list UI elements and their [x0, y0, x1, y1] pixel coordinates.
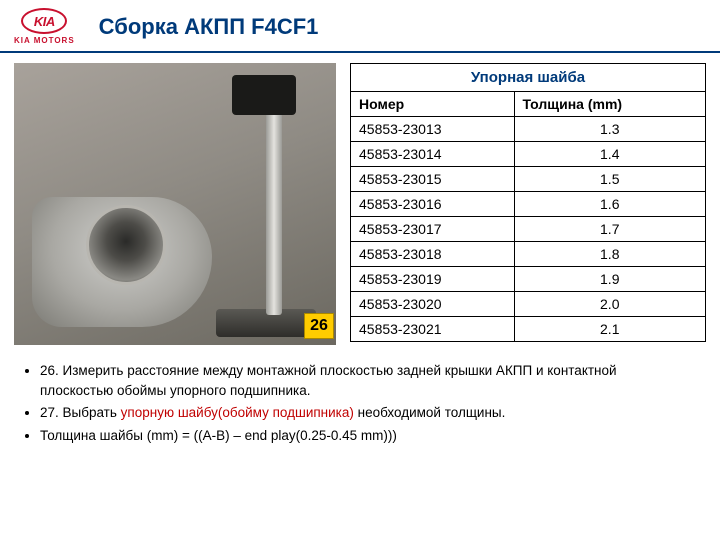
cell-number: 45853-23013	[351, 117, 515, 142]
instruction-list: 26. Измерить расстояние между монтажной …	[0, 351, 720, 445]
cell-number: 45853-23019	[351, 267, 515, 292]
content-row: 26 Упорная шайба Номер Толщина (mm) 4585…	[0, 53, 720, 351]
bearing-hub-icon	[86, 205, 166, 285]
cell-value: 1.3	[514, 117, 705, 142]
cell-number: 45853-23017	[351, 217, 515, 242]
kia-oval-icon: KIA	[21, 8, 67, 34]
table-row: 45853-230141.4	[351, 142, 706, 167]
table-row: 45853-230191.9	[351, 267, 706, 292]
table-row: 45853-230181.8	[351, 242, 706, 267]
formula-text: Толщина шайбы (mm) = ((A-B) – end play(0…	[40, 428, 397, 443]
table-row: 45853-230171.7	[351, 217, 706, 242]
cell-number: 45853-23021	[351, 317, 515, 342]
page-title: Сборка АКПП F4CF1	[99, 14, 319, 40]
cell-value: 1.7	[514, 217, 705, 242]
list-item: Толщина шайбы (mm) = ((A-B) – end play(0…	[40, 426, 690, 446]
photo-area: 26	[14, 63, 336, 345]
table-caption: Упорная шайба	[351, 64, 706, 92]
cell-value: 2.1	[514, 317, 705, 342]
list-item: 27. Выбрать упорную шайбу(обойму подшипн…	[40, 403, 690, 423]
step-badge: 26	[304, 313, 334, 339]
cell-value: 1.4	[514, 142, 705, 167]
cell-value: 2.0	[514, 292, 705, 317]
step-27-post: необходимой толщины.	[354, 405, 506, 420]
list-item: 26. Измерить расстояние между монтажной …	[40, 361, 690, 400]
table-row: 45853-230131.3	[351, 117, 706, 142]
table-row: 45853-230202.0	[351, 292, 706, 317]
col-number: Номер	[351, 92, 515, 117]
table-row: 45853-230212.1	[351, 317, 706, 342]
kia-logo: KIA KIA MOTORS	[14, 8, 75, 45]
cell-number: 45853-23016	[351, 192, 515, 217]
cell-number: 45853-23014	[351, 142, 515, 167]
digital-gauge-icon	[232, 75, 296, 115]
table-row: 45853-230151.5	[351, 167, 706, 192]
step-27-highlight: упорную шайбу(обойму подшипника)	[121, 405, 354, 420]
header: KIA KIA MOTORS Сборка АКПП F4CF1	[0, 0, 720, 53]
step-26-text: 26. Измерить расстояние между монтажной …	[40, 363, 617, 398]
cell-number: 45853-23015	[351, 167, 515, 192]
cell-value: 1.5	[514, 167, 705, 192]
kia-motors-text: KIA MOTORS	[14, 36, 75, 45]
col-thickness: Толщина (mm)	[514, 92, 705, 117]
assembly-photo	[14, 63, 336, 345]
kia-brand-text: KIA	[34, 14, 55, 29]
gauge-pole-icon	[266, 85, 282, 315]
washer-table: Упорная шайба Номер Толщина (mm) 45853-2…	[350, 63, 706, 342]
cell-value: 1.6	[514, 192, 705, 217]
cell-value: 1.8	[514, 242, 705, 267]
washer-table-wrap: Упорная шайба Номер Толщина (mm) 45853-2…	[350, 63, 706, 345]
cell-number: 45853-23020	[351, 292, 515, 317]
step-27-pre: 27. Выбрать	[40, 405, 121, 420]
table-row: 45853-230161.6	[351, 192, 706, 217]
cell-value: 1.9	[514, 267, 705, 292]
cell-number: 45853-23018	[351, 242, 515, 267]
